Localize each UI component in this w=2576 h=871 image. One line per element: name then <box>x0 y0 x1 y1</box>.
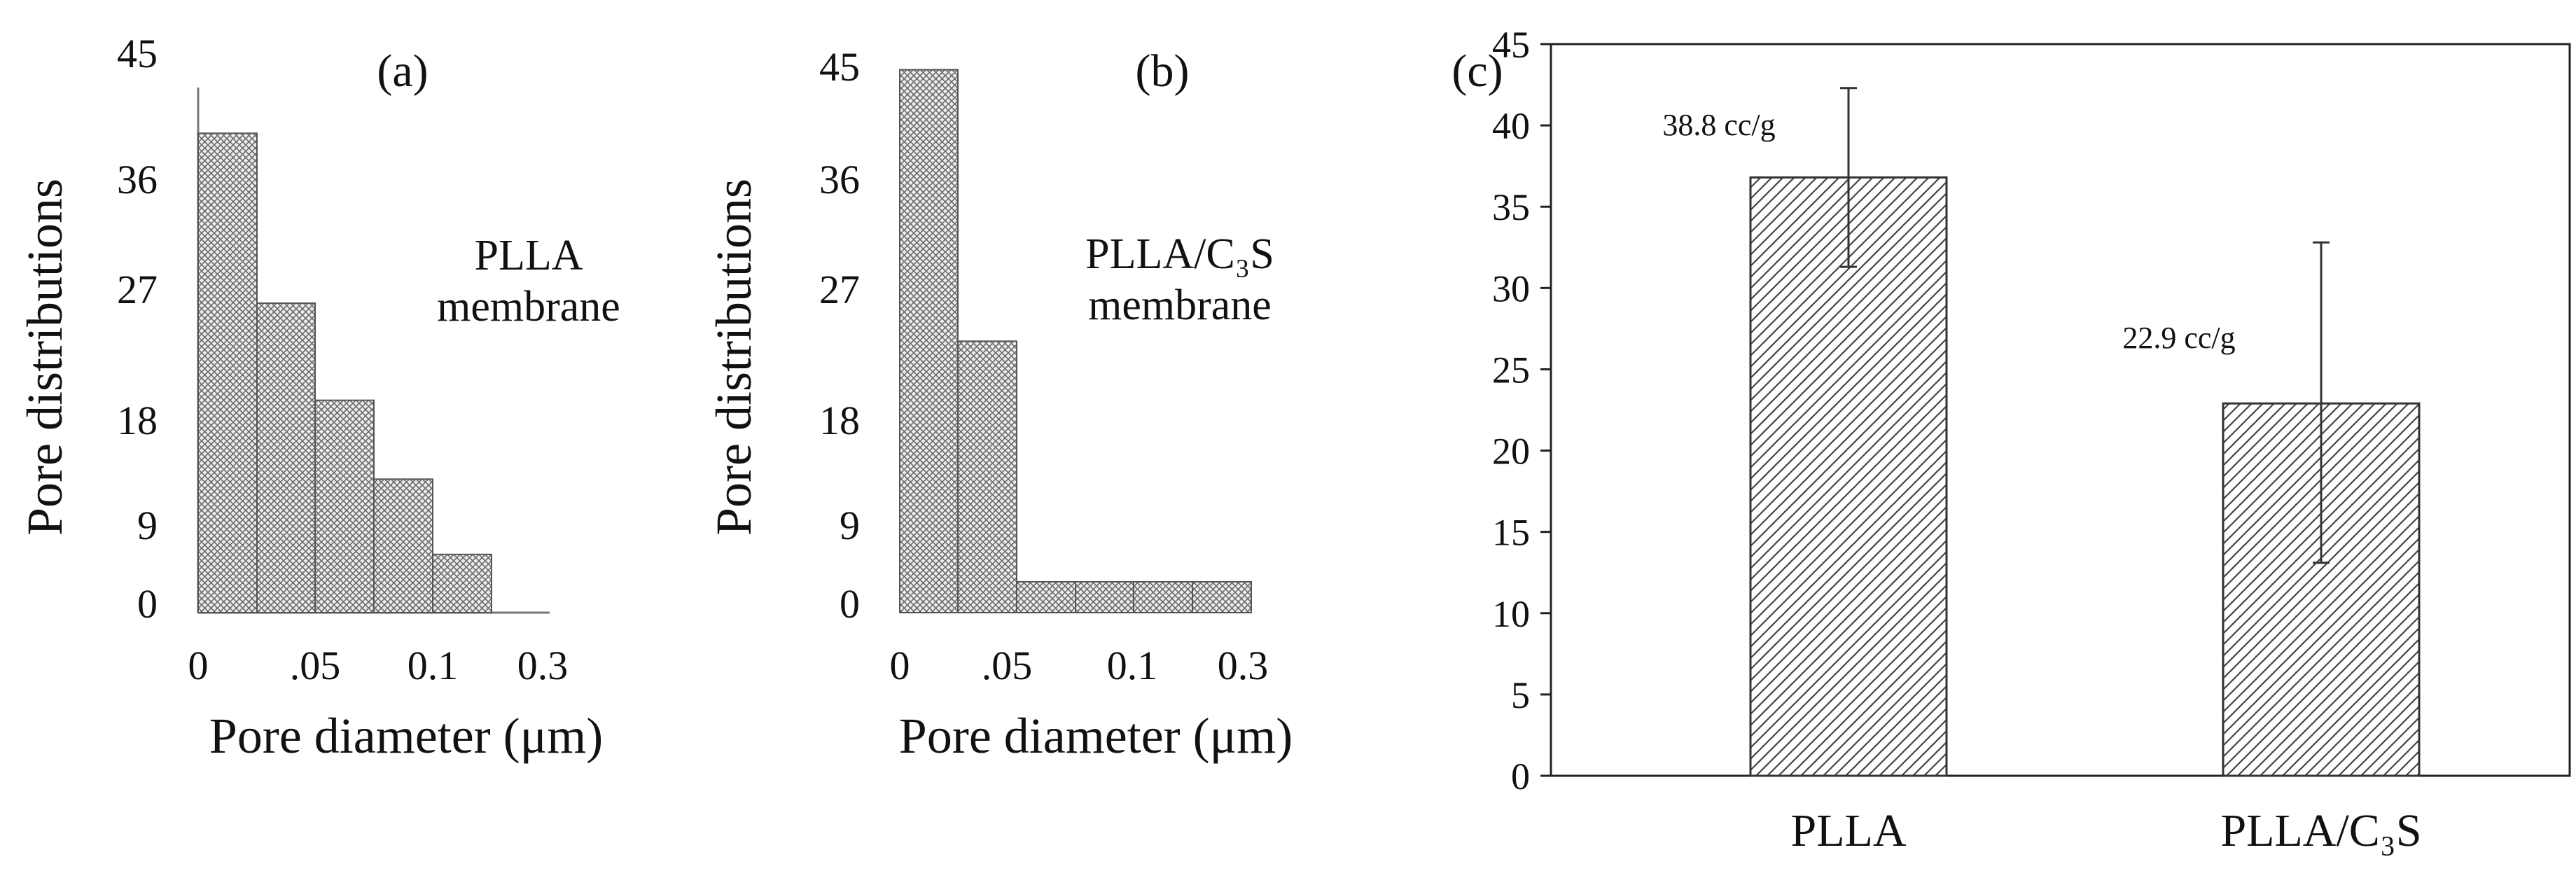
y-tick-label: 10 <box>1492 593 1530 635</box>
panel-a-x-tick: 0.3 <box>517 643 569 688</box>
panel-a: (a) PLLA membrane Pore distributions Por… <box>17 31 620 764</box>
panel-b-annotation-line-2: membrane <box>1088 281 1272 329</box>
histogram-bar <box>373 478 433 613</box>
panel-a-y-tick: 9 <box>137 503 158 548</box>
panel-c-bars: 38.8 cc/g 22.9 cc/g <box>1662 87 2421 777</box>
y-tick-label: 35 <box>1492 186 1530 228</box>
panel-a-y-axis-label: Pore distributions <box>17 179 73 536</box>
panel-a-y-tick: 18 <box>117 398 158 443</box>
panel-a-label: (a) <box>377 46 428 97</box>
panel-a-annotation-line-1: PLLA <box>475 232 583 279</box>
panel-b-y-tick: 27 <box>819 267 860 312</box>
panel-b-y-tick: 0 <box>840 581 860 627</box>
panel-c-category-label: PLLA/C₃S <box>2220 805 2421 856</box>
histogram-bar <box>1192 580 1252 614</box>
panel-c-label: (c) <box>1451 46 1503 97</box>
panel-a-annotation-line-2: membrane <box>437 283 620 330</box>
bar <box>1749 176 1948 777</box>
bar-data-label: 22.9 cc/g <box>2122 321 2235 355</box>
histogram-bar <box>1133 580 1193 614</box>
panel-b-y-tick: 9 <box>840 503 860 548</box>
y-tick-label: 30 <box>1492 267 1530 309</box>
panel-c: (c) 0 5 10 15 20 25 30 35 40 45 38.8 cc/g 22.9 cc/… <box>1451 24 2571 856</box>
panel-c-plot-frame <box>1550 43 2571 777</box>
panel-a-x-ticks: 0 .05 0.1 0.3 <box>188 643 569 688</box>
histogram-bar <box>1016 580 1076 614</box>
panel-a-y-tick: 0 <box>137 581 158 627</box>
y-tick-label: 45 <box>1492 24 1530 66</box>
histogram-bar <box>314 399 375 614</box>
panel-b-x-tick: .05 <box>982 643 1033 688</box>
panel-b-x-tick: 0.1 <box>1107 643 1158 688</box>
panel-b: (b) PLLA/C₃S membrane Pore distributions… <box>706 44 1293 764</box>
histogram-bar <box>432 553 492 613</box>
panel-a-x-axis-label: Pore diameter (μm) <box>209 708 603 764</box>
panel-b-y-tick: 45 <box>819 44 860 90</box>
panel-a-x-tick: .05 <box>290 643 341 688</box>
y-tick-label: 5 <box>1511 674 1530 716</box>
histogram-bar <box>899 69 959 614</box>
panel-a-y-ticks: 45 36 27 18 9 0 <box>117 31 158 627</box>
panel-b-x-ticks: 0 .05 0.1 0.3 <box>890 643 1269 688</box>
panel-a-x-tick: 0.1 <box>408 643 459 688</box>
panel-b-bars <box>899 69 1252 614</box>
panel-a-y-tick: 45 <box>117 31 158 76</box>
panel-b-x-axis-label: Pore diameter (μm) <box>899 708 1293 764</box>
y-tick-label: 0 <box>1511 755 1530 797</box>
y-tick-label: 25 <box>1492 349 1530 391</box>
panel-b-x-tick: 0 <box>890 643 910 688</box>
panel-a-bars <box>197 132 492 614</box>
histogram-bar <box>256 302 316 613</box>
histogram-bar <box>1075 580 1134 614</box>
bar-data-label: 38.8 cc/g <box>1662 108 1775 142</box>
panel-b-label: (b) <box>1136 46 1190 97</box>
y-tick-label: 20 <box>1492 431 1530 473</box>
panel-b-y-ticks: 45 36 27 18 9 0 <box>819 44 860 627</box>
panel-b-annotation-line-1: PLLA/C₃S <box>1085 230 1274 278</box>
panel-b-y-axis-label: Pore distributions <box>706 179 762 536</box>
panel-a-y-tick: 27 <box>117 267 158 312</box>
panel-b-y-tick: 36 <box>819 157 860 202</box>
panel-b-x-tick: 0.3 <box>1218 643 1269 688</box>
panel-c-category-label: PLLA <box>1791 805 1907 856</box>
histogram-bar <box>197 132 258 614</box>
panel-b-y-tick: 18 <box>819 398 860 443</box>
panel-c-y-ticks: 0 5 10 15 20 25 30 35 40 45 <box>1492 24 1551 797</box>
panel-a-y-tick: 36 <box>117 157 158 202</box>
y-tick-label: 40 <box>1492 105 1530 147</box>
y-tick-label: 15 <box>1492 512 1530 554</box>
histogram-bar <box>957 340 1017 613</box>
panel-a-x-tick: 0 <box>188 643 209 688</box>
